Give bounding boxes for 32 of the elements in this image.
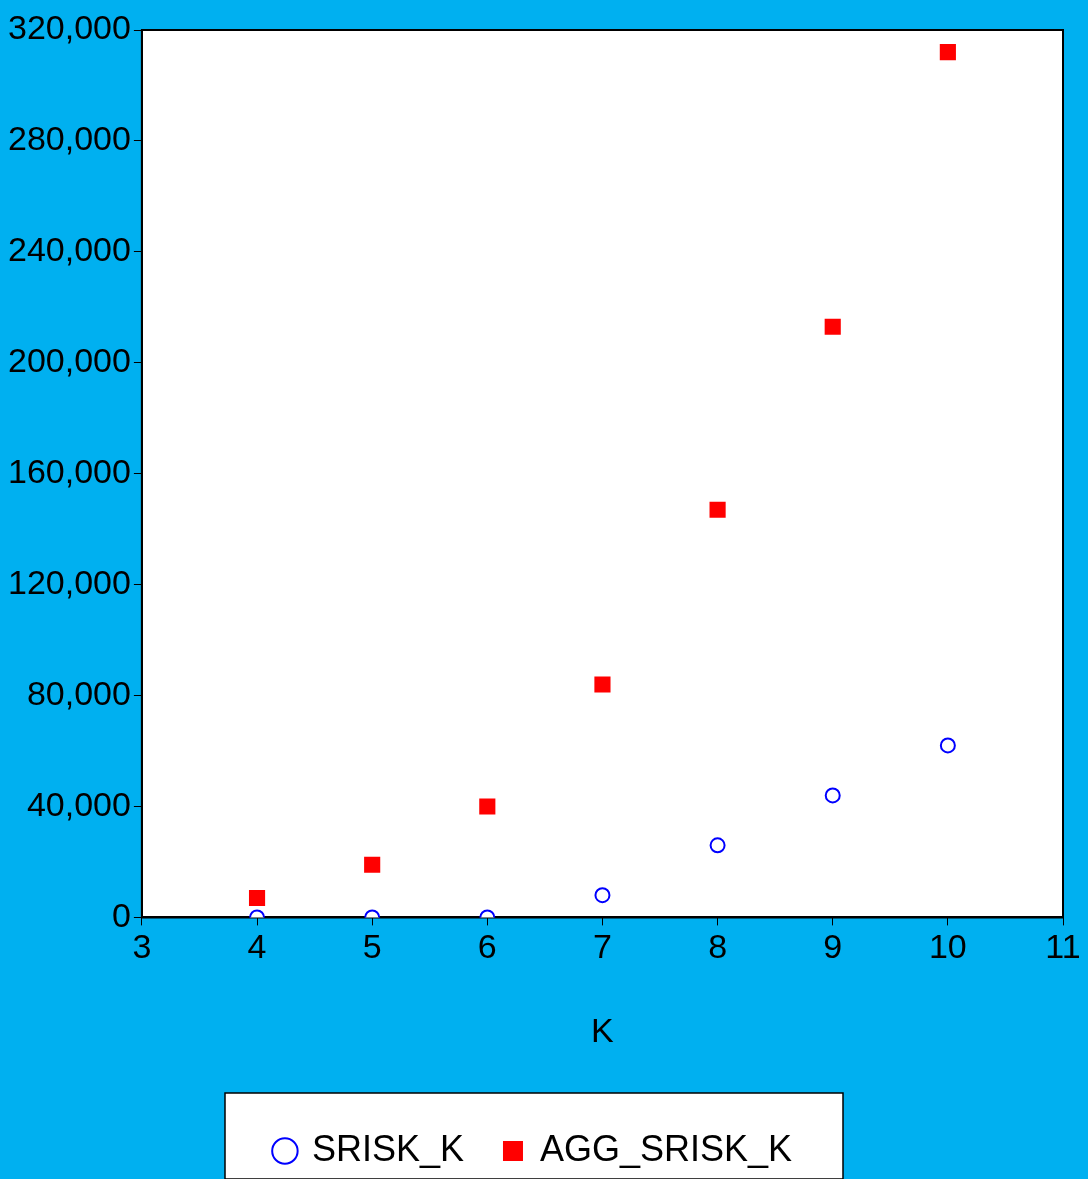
y-tick-label: 80,000 [26, 673, 131, 712]
point [709, 501, 726, 518]
y-tick-label: 280,000 [8, 119, 131, 158]
point [594, 887, 611, 904]
x-tick-label: 7 [592, 927, 612, 966]
y-tick-label: 160,000 [8, 452, 131, 491]
y-tick-label: 120,000 [8, 563, 131, 601]
point [824, 787, 841, 804]
point [709, 837, 726, 854]
y-tick-label: 320,000 [8, 8, 131, 47]
y-tick-label: 40,000 [26, 784, 131, 823]
legend-label: SRISK_K [311, 1127, 464, 1169]
y-tick-label: 200,000 [8, 341, 131, 380]
point [248, 889, 266, 907]
point [479, 798, 496, 815]
point [364, 856, 381, 873]
point [824, 318, 841, 335]
x-tick-label: 5 [362, 927, 382, 966]
x-axis-title: K [591, 1010, 615, 1049]
x-tick-label: 8 [708, 927, 728, 966]
x-tick-label: 4 [247, 927, 267, 966]
x-tick-label: 3 [132, 927, 152, 966]
point [939, 737, 956, 754]
point [939, 44, 956, 61]
x-tick-label: 10 [928, 927, 967, 966]
legend-label: AGG_SRISK_K [539, 1127, 793, 1169]
x-tick-label: 11 [1045, 927, 1081, 966]
point [594, 676, 611, 693]
y-tick-label: 240,000 [8, 230, 131, 269]
x-tick-label: 9 [823, 927, 843, 966]
y-tick-label: 0 [111, 895, 131, 934]
x-tick-label: 6 [477, 927, 497, 966]
